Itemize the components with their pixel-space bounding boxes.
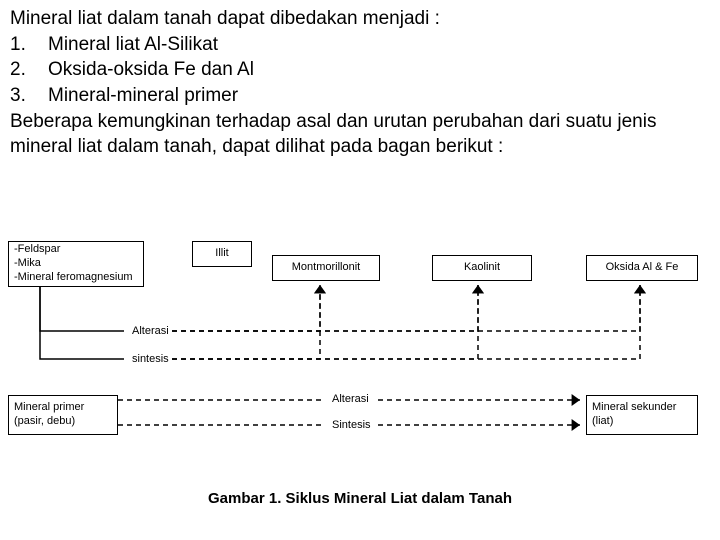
label-alterasi-2: Alterasi bbox=[330, 393, 371, 406]
list-num-3: 3. bbox=[10, 83, 48, 109]
figure-caption: Gambar 1. Siklus Mineral Liat dalam Tana… bbox=[0, 490, 720, 507]
label-sintesis-2: Sintesis bbox=[330, 419, 373, 432]
node-mineral-sekunder: Mineral sekunder(liat) bbox=[586, 395, 698, 435]
flowchart: -Feldspar-Mika-Mineral feromagnesium Ill… bbox=[0, 235, 720, 495]
list-num-2: 2. bbox=[10, 57, 48, 83]
node-oksida: Oksida Al & Fe bbox=[586, 255, 698, 281]
node-mineral-primer: Mineral primer(pasir, debu) bbox=[8, 395, 118, 435]
node-illit: Illit bbox=[192, 241, 252, 267]
paragraph: Beberapa kemungkinan terhadap asal dan u… bbox=[10, 109, 710, 160]
label-sintesis-1: sintesis bbox=[130, 353, 171, 366]
node-kaolinit: Kaolinit bbox=[432, 255, 532, 281]
list-item: 2. Oksida-oksida Fe dan Al bbox=[10, 57, 710, 83]
list-text-2: Oksida-oksida Fe dan Al bbox=[48, 57, 254, 83]
list-text-3: Mineral-mineral primer bbox=[48, 83, 238, 109]
list-item: 3. Mineral-mineral primer bbox=[10, 83, 710, 109]
list-num-1: 1. bbox=[10, 32, 48, 58]
list-text-1: Mineral liat Al-Silikat bbox=[48, 32, 218, 58]
intro-text: Mineral liat dalam tanah dapat dibedakan… bbox=[10, 6, 710, 32]
node-source-minerals: -Feldspar-Mika-Mineral feromagnesium bbox=[8, 241, 144, 287]
label-alterasi-1: Alterasi bbox=[130, 325, 171, 338]
list-item: 1. Mineral liat Al-Silikat bbox=[10, 32, 710, 58]
node-montmorillonit: Montmorillonit bbox=[272, 255, 380, 281]
